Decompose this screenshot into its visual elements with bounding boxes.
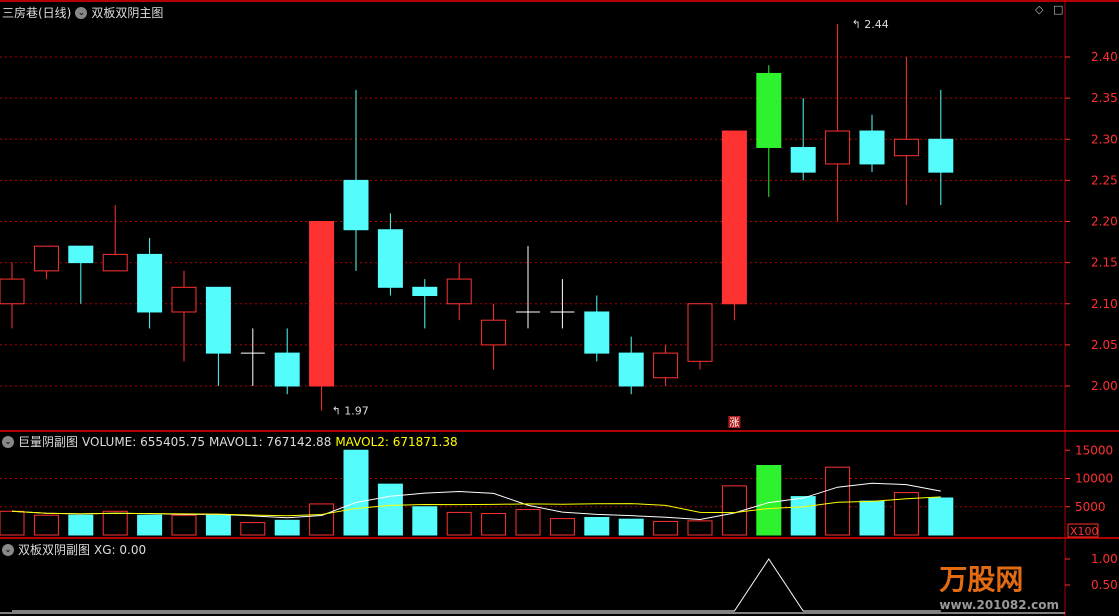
candle-body bbox=[893, 138, 919, 157]
volume-indicator-name[interactable]: 巨量阴副图 bbox=[18, 435, 79, 449]
candle-body bbox=[137, 253, 163, 313]
stock-title: 三房巷(日线) bbox=[2, 6, 72, 20]
candle-body bbox=[825, 130, 851, 165]
volume-bar bbox=[33, 514, 59, 536]
mavol2-line bbox=[11, 496, 941, 517]
volume-bar bbox=[240, 522, 266, 536]
volume-bar bbox=[653, 520, 679, 536]
volume-bar bbox=[584, 516, 610, 536]
volume-bar bbox=[205, 514, 231, 536]
volume-bar bbox=[825, 466, 851, 536]
chevron-down-icon[interactable]: ⌄ bbox=[2, 435, 14, 448]
candle-body bbox=[171, 286, 197, 313]
y-tick-label: 2.00 bbox=[1091, 379, 1118, 393]
volume-bar bbox=[859, 500, 885, 536]
volume-bar bbox=[343, 449, 369, 536]
volume-bar bbox=[618, 518, 644, 536]
volume-bar bbox=[756, 465, 782, 536]
xg-value: XG: 0.00 bbox=[94, 542, 147, 557]
y-tick-label: 0.50 bbox=[1091, 578, 1118, 592]
y-tick-label: 10000 bbox=[1075, 472, 1113, 486]
y-tick-label: 2.40 bbox=[1091, 50, 1118, 64]
candle-body bbox=[859, 130, 885, 165]
candle-body bbox=[446, 278, 472, 305]
volume-bar bbox=[68, 514, 94, 536]
chevron-down-icon[interactable]: ⌄ bbox=[2, 543, 14, 556]
y-tick-label: 2.10 bbox=[1091, 297, 1118, 311]
y-tick-label: 1.00 bbox=[1091, 552, 1118, 566]
watermark-site: www.201082.com bbox=[939, 598, 1059, 612]
volume-bar bbox=[102, 510, 128, 536]
volume-bar bbox=[446, 511, 472, 536]
mavol1-value: MAVOL1: 767142.88 bbox=[209, 434, 332, 449]
candle-body bbox=[790, 146, 816, 173]
main-header: 三房巷(日线) ⌄ 双板双阴主图 bbox=[2, 4, 163, 21]
y-tick-label: 2.05 bbox=[1091, 338, 1118, 352]
candle-body bbox=[653, 352, 679, 379]
low-price-label: ↰ 1.97 bbox=[332, 405, 369, 418]
y-tick-label: 2.30 bbox=[1091, 132, 1118, 146]
main-indicator-name[interactable]: 双板双阴主图 bbox=[91, 6, 164, 20]
candle-body bbox=[412, 286, 438, 297]
watermark-logo: 万股网 www.201082.com bbox=[939, 558, 1059, 612]
volume-bar bbox=[137, 514, 163, 536]
volume-bar bbox=[274, 519, 300, 536]
volume-bar bbox=[481, 513, 507, 536]
candle-body bbox=[377, 229, 403, 288]
y-tick-label: 2.15 bbox=[1091, 256, 1118, 270]
diamond-icon[interactable]: ◇ bbox=[1035, 3, 1044, 16]
candle-body bbox=[68, 245, 94, 264]
candle-body bbox=[481, 319, 507, 346]
limit-up-marker-text: 涨 bbox=[729, 417, 739, 429]
y-tick-label: 2.35 bbox=[1091, 91, 1118, 105]
unit-box bbox=[1067, 523, 1099, 538]
limit-up-marker bbox=[728, 416, 741, 428]
volume-bar bbox=[412, 506, 438, 536]
lower-header: ⌄ 双板双阴副图 XG: 0.00 bbox=[2, 541, 146, 558]
high-price-label: ↰ 2.44 bbox=[852, 18, 889, 31]
watermark-brand: 万股网 bbox=[939, 563, 1024, 596]
candle-body bbox=[0, 278, 25, 305]
volume-header: ⌄ 巨量阴副图 VOLUME: 655405.75 MAVOL1: 767142… bbox=[2, 433, 458, 450]
unit-label: X100 bbox=[1070, 525, 1099, 538]
candle-body bbox=[343, 179, 369, 231]
volume-value: VOLUME: 655405.75 bbox=[82, 434, 206, 449]
volume-bar bbox=[687, 520, 713, 536]
y-tick-label: 2.25 bbox=[1091, 173, 1118, 187]
square-icon[interactable]: □ bbox=[1053, 3, 1064, 16]
candle-body bbox=[309, 221, 335, 387]
candle-body bbox=[928, 138, 954, 173]
candle-body bbox=[205, 286, 231, 354]
volume-bar bbox=[377, 483, 403, 536]
candle-body bbox=[274, 352, 300, 387]
candle-body bbox=[102, 253, 128, 272]
candle-body bbox=[584, 311, 610, 354]
volume-bar bbox=[928, 497, 954, 536]
xg-line bbox=[12, 558, 941, 612]
volume-bar bbox=[790, 496, 816, 536]
candle-body bbox=[721, 130, 747, 305]
volume-bar bbox=[515, 509, 541, 536]
candle-body bbox=[756, 72, 782, 148]
candle-body bbox=[618, 352, 644, 387]
y-tick-label: 15000 bbox=[1075, 443, 1113, 457]
y-tick-label: 5000 bbox=[1075, 500, 1106, 514]
candle-body bbox=[687, 303, 713, 362]
candle-body bbox=[33, 245, 59, 272]
volume-bar bbox=[549, 518, 575, 536]
volume-bar bbox=[309, 503, 335, 536]
y-tick-label: 2.20 bbox=[1091, 215, 1118, 229]
volume-bar bbox=[171, 514, 197, 536]
chevron-down-icon[interactable]: ⌄ bbox=[75, 6, 88, 19]
volume-bar bbox=[0, 510, 25, 536]
mavol2-value: MAVOL2: 671871.38 bbox=[335, 434, 458, 449]
lower-indicator-name[interactable]: 双板双阴副图 bbox=[18, 543, 91, 557]
